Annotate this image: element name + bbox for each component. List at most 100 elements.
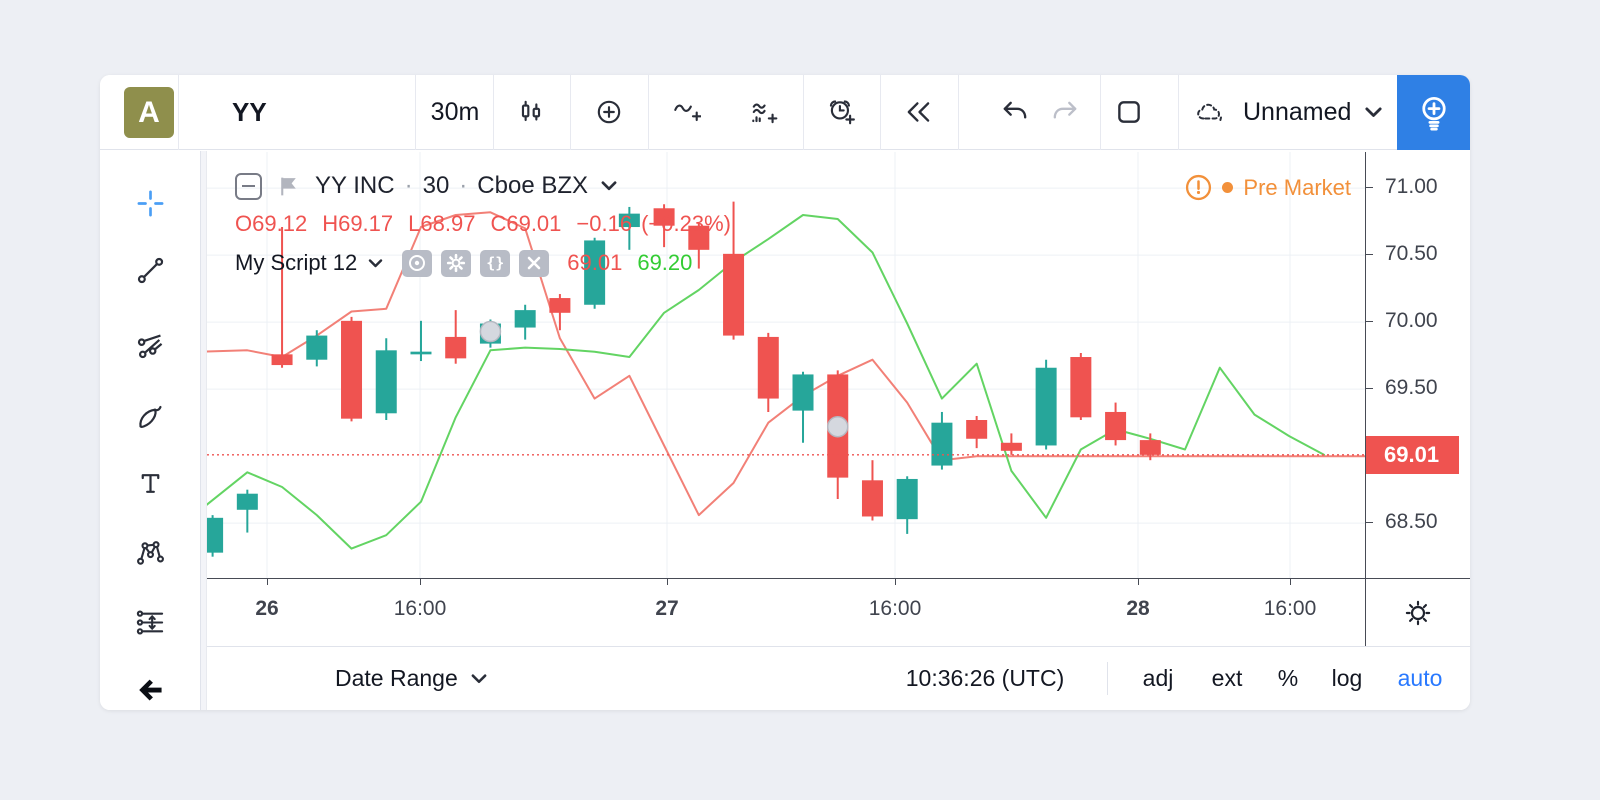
indicator-settings-button[interactable]	[441, 249, 472, 277]
gann-fib-tools[interactable]	[128, 323, 172, 367]
symbol-legend-row[interactable]: YY INC · 30 · Cboe BZX	[235, 170, 731, 202]
alert-add-icon[interactable]	[826, 97, 856, 127]
toolbar-divider	[570, 75, 571, 150]
price-tick-label: 68.50	[1366, 510, 1470, 536]
time-axis[interactable]: 26 16:00 27 16:00 28 16:00	[207, 579, 1365, 646]
candle-body	[207, 517, 224, 553]
crosshair-tool[interactable]	[128, 181, 172, 225]
redo-icon[interactable]	[1050, 97, 1080, 127]
toggle-percent[interactable]: %	[1277, 665, 1299, 691]
interval-button[interactable]: 30m	[430, 98, 480, 126]
script-line-green	[207, 214, 1325, 550]
price-axis-border	[1365, 152, 1366, 646]
chart-region: YY INC · 30 · Cboe BZX O69.12 H69.17 L68…	[207, 151, 1470, 710]
publish-idea-button[interactable]	[1397, 75, 1470, 150]
time-tick-mark	[267, 579, 268, 585]
axis-corner	[1366, 579, 1470, 646]
toggle-adj[interactable]: adj	[1142, 665, 1174, 691]
bulb-plus-icon	[1421, 96, 1446, 130]
candle-body	[1105, 411, 1127, 441]
toolbar-divider	[803, 75, 804, 150]
symbol-search-button[interactable]: YY	[232, 97, 267, 127]
candle-body	[653, 208, 675, 226]
price-tick-label: 70.50	[1366, 242, 1470, 268]
top-toolbar: A YY 30m	[100, 75, 1470, 150]
chevron-down-icon	[369, 258, 383, 267]
chevron-down-icon	[601, 181, 617, 191]
price-tick-label: 69.50	[1366, 376, 1470, 402]
undo-icon[interactable]	[1000, 97, 1030, 127]
indicator-source-button[interactable]: {}	[480, 249, 511, 277]
candle-body	[1070, 357, 1092, 418]
theme-sun-icon[interactable]	[1403, 598, 1433, 628]
toolbar-divider	[958, 75, 959, 150]
premarket-label: Pre Market	[1243, 174, 1351, 200]
user-avatar[interactable]: A	[124, 87, 174, 138]
low-value: 68.97	[420, 211, 476, 236]
hide-drawings-arrow[interactable]	[128, 668, 172, 712]
compare-add-icon[interactable]	[594, 97, 624, 127]
candle-body	[375, 350, 397, 414]
clock-utc-button[interactable]: 10:36:26 (UTC)	[905, 665, 1065, 691]
collapse-legend-icon[interactable]	[235, 172, 262, 200]
layout-select-icon[interactable]	[1114, 97, 1144, 127]
candle-body	[792, 374, 814, 411]
time-tick-label: 28	[1126, 597, 1150, 620]
candle-body	[757, 336, 779, 399]
trend-line-tool[interactable]	[128, 248, 172, 292]
text-tool[interactable]	[128, 461, 172, 505]
indicator-templates-icon[interactable]	[749, 97, 779, 127]
time-tick-mark	[420, 579, 421, 585]
candle-body	[306, 335, 328, 360]
script-line-red	[207, 211, 1365, 517]
bottom-bar: Date Range 10:36:26 (UTC) adj ext % log …	[207, 647, 1470, 710]
price-axis[interactable]: 71.00 70.50 70.00 69.50 68.50 69.01	[1366, 152, 1470, 578]
chart-style-candles-icon[interactable]	[516, 97, 546, 127]
time-tick-label: 16:00	[868, 597, 922, 620]
eye-icon	[409, 255, 426, 271]
toggle-ext[interactable]: ext	[1211, 665, 1243, 691]
price-tick-label: 70.00	[1366, 309, 1470, 335]
chart-canvas[interactable]: YY INC · 30 · Cboe BZX O69.12 H69.17 L68…	[207, 152, 1365, 578]
layout-name-menu[interactable]: Unnamed	[1195, 75, 1382, 150]
date-range-label: Date Range	[335, 665, 458, 691]
chevron-down-icon	[1365, 107, 1382, 117]
sidebar-gutter	[200, 151, 207, 710]
candle-body	[236, 493, 258, 510]
drawing-toolbar	[100, 151, 200, 710]
candle-body	[618, 213, 640, 228]
alert-circle-icon[interactable]	[1185, 174, 1212, 201]
braces-icon: {}	[486, 254, 505, 272]
toolbar-divider	[178, 75, 179, 150]
script-marker	[479, 320, 502, 343]
indicator-value-red: 69.01	[567, 250, 623, 275]
time-tick-mark	[1138, 579, 1139, 585]
time-tick-label: 26	[255, 597, 279, 620]
date-range-menu[interactable]: Date Range	[335, 647, 487, 710]
candle-body	[584, 240, 606, 305]
layout-name-label: Unnamed	[1243, 98, 1352, 126]
projection-tool[interactable]	[128, 600, 172, 644]
toolbar-divider	[648, 75, 649, 150]
cloud-save-icon	[1195, 98, 1229, 128]
xabcd-pattern-tool[interactable]	[128, 531, 172, 575]
indicator-eye-button[interactable]	[402, 249, 433, 277]
toggle-auto[interactable]: auto	[1397, 665, 1443, 691]
toolbar-divider	[415, 75, 416, 150]
time-tick-mark	[895, 579, 896, 585]
brush-tool[interactable]	[128, 395, 172, 439]
indicator-title[interactable]: My Script 12	[235, 250, 383, 276]
toolbar-divider	[1100, 75, 1101, 150]
indicator-remove-button[interactable]	[519, 249, 550, 277]
bar-replay-icon[interactable]	[904, 97, 934, 127]
toggle-log[interactable]: log	[1331, 665, 1363, 691]
indicators-icon[interactable]	[671, 97, 701, 127]
ohlc-row: O69.12 H69.17 L68.97 C69.01 −0.16 (−0.23…	[235, 211, 731, 236]
candle-body	[861, 480, 883, 517]
indicator-value-green: 69.20	[637, 250, 693, 275]
change-value: −0.16	[576, 211, 633, 236]
trading-app-window: A YY 30m	[100, 75, 1470, 710]
flag-icon[interactable]	[275, 174, 302, 199]
time-tick-mark	[667, 579, 668, 585]
time-tick-label: 16:00	[393, 597, 447, 620]
